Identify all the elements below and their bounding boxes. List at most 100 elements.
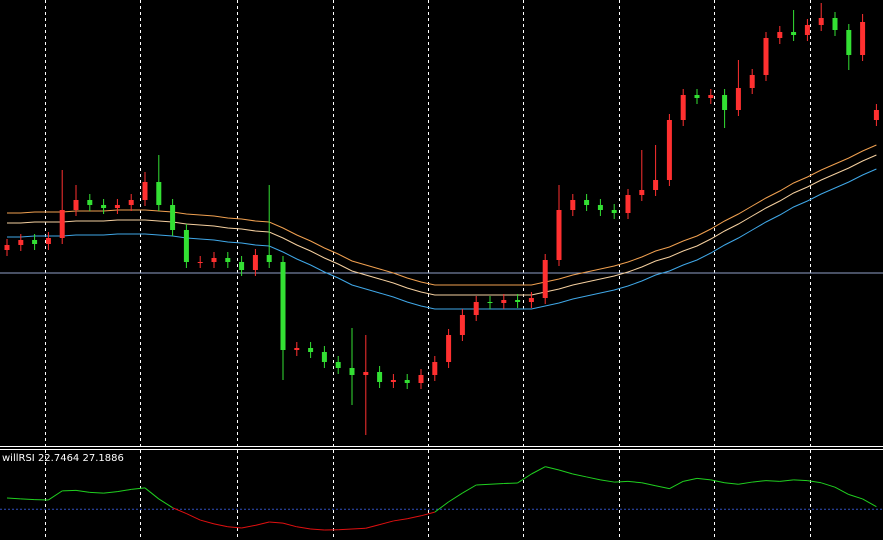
indicator-segment [503,482,518,485]
candle-body [846,30,852,55]
indicator-segment [117,488,132,493]
indicator-segment [48,490,63,501]
indicator-segment [614,480,629,483]
candle-body [252,255,258,270]
indicator-segment [103,491,118,494]
candle-body [570,200,576,210]
candle-body [584,200,590,205]
candle-body [211,258,217,262]
indicator-segment [834,486,850,495]
candle-body [639,190,645,195]
candle-body [45,238,51,244]
candle-body [183,230,189,262]
candle-body [335,362,341,368]
indicator-segment [351,527,366,530]
indicator-segment [627,480,642,484]
candle-body [363,372,369,375]
indicator-segment [862,498,877,508]
indicator-segment [241,524,256,529]
candle-body [101,205,107,208]
candle-body [418,375,424,383]
indicator-segment [393,518,408,522]
indicator-segment [186,513,201,521]
indicator-segment [144,487,160,500]
candle-body [515,300,521,302]
candle-body [32,240,38,244]
candle-body [390,380,396,382]
indicator-segment [379,520,394,526]
candle-body [4,245,10,250]
indicator-segment [586,476,601,481]
indicator-segment [75,489,90,493]
candle-body [791,32,797,35]
candle-body [487,302,493,303]
candle-body [777,32,783,38]
candle-body [763,38,769,75]
candle-body [860,22,866,55]
candle-body [597,205,603,210]
indicator-segment [158,498,173,509]
candle-body [156,182,162,205]
indicator-segment [448,492,463,503]
candle-body [501,300,507,303]
indicator-segment [821,482,836,488]
indicator-segment [545,466,560,471]
candle-body [556,210,562,260]
candle-body [225,258,231,262]
candle-body [87,200,93,205]
indicator-segment [338,528,353,531]
candle-body [749,75,755,88]
indicator-segment [765,480,780,482]
indicator-segment [489,483,504,485]
indicator-segment [696,477,711,481]
candle-body [832,18,838,30]
indicator-segment [600,479,615,483]
indicator-segment [641,482,656,487]
candle-body [666,120,672,180]
candle-body [735,88,741,110]
candle-body [321,352,327,362]
candle-body [73,200,79,210]
indicator-segment [683,477,698,482]
indicator-segment [752,480,767,483]
indicator-segment [255,521,270,526]
indicator-segment [200,519,215,525]
indicator-segment [572,473,587,478]
candle-body [459,315,465,335]
moving-average [7,154,877,296]
indicator-segment [310,528,325,531]
candle-body [473,302,479,315]
moving-average [7,168,877,310]
indicator-segment [710,479,725,484]
indicator-segment [793,479,808,482]
indicator-segment [131,487,146,490]
indicator-segment [655,485,670,490]
candle-body [114,205,120,208]
candle-body [694,95,700,98]
indicator-segment [6,497,21,500]
candle-body [708,95,714,98]
indicator-segment [779,479,794,482]
candle-body [722,95,728,110]
candle-body [377,372,383,382]
candle-body [142,182,148,200]
indicator-segment [420,511,435,517]
candle-body [18,240,24,245]
candle-body [294,348,300,350]
candle-body [804,25,810,35]
indicator-segment [296,526,311,530]
indicator-segment [531,466,546,475]
candle-body [349,368,355,375]
indicator-segment [848,494,863,500]
candle-body [170,205,176,230]
indicator-segment [462,484,477,494]
indicator-segment [517,473,532,484]
candle-body [266,255,272,262]
indicator-segment [20,498,35,501]
candle-body [432,362,438,375]
indicator-segment [738,481,753,485]
indicator-segment [476,483,491,486]
indicator-segment [89,491,104,494]
candle-body [308,348,314,352]
indicator-label: willRSI 22.7464 27.1886 [2,453,124,464]
